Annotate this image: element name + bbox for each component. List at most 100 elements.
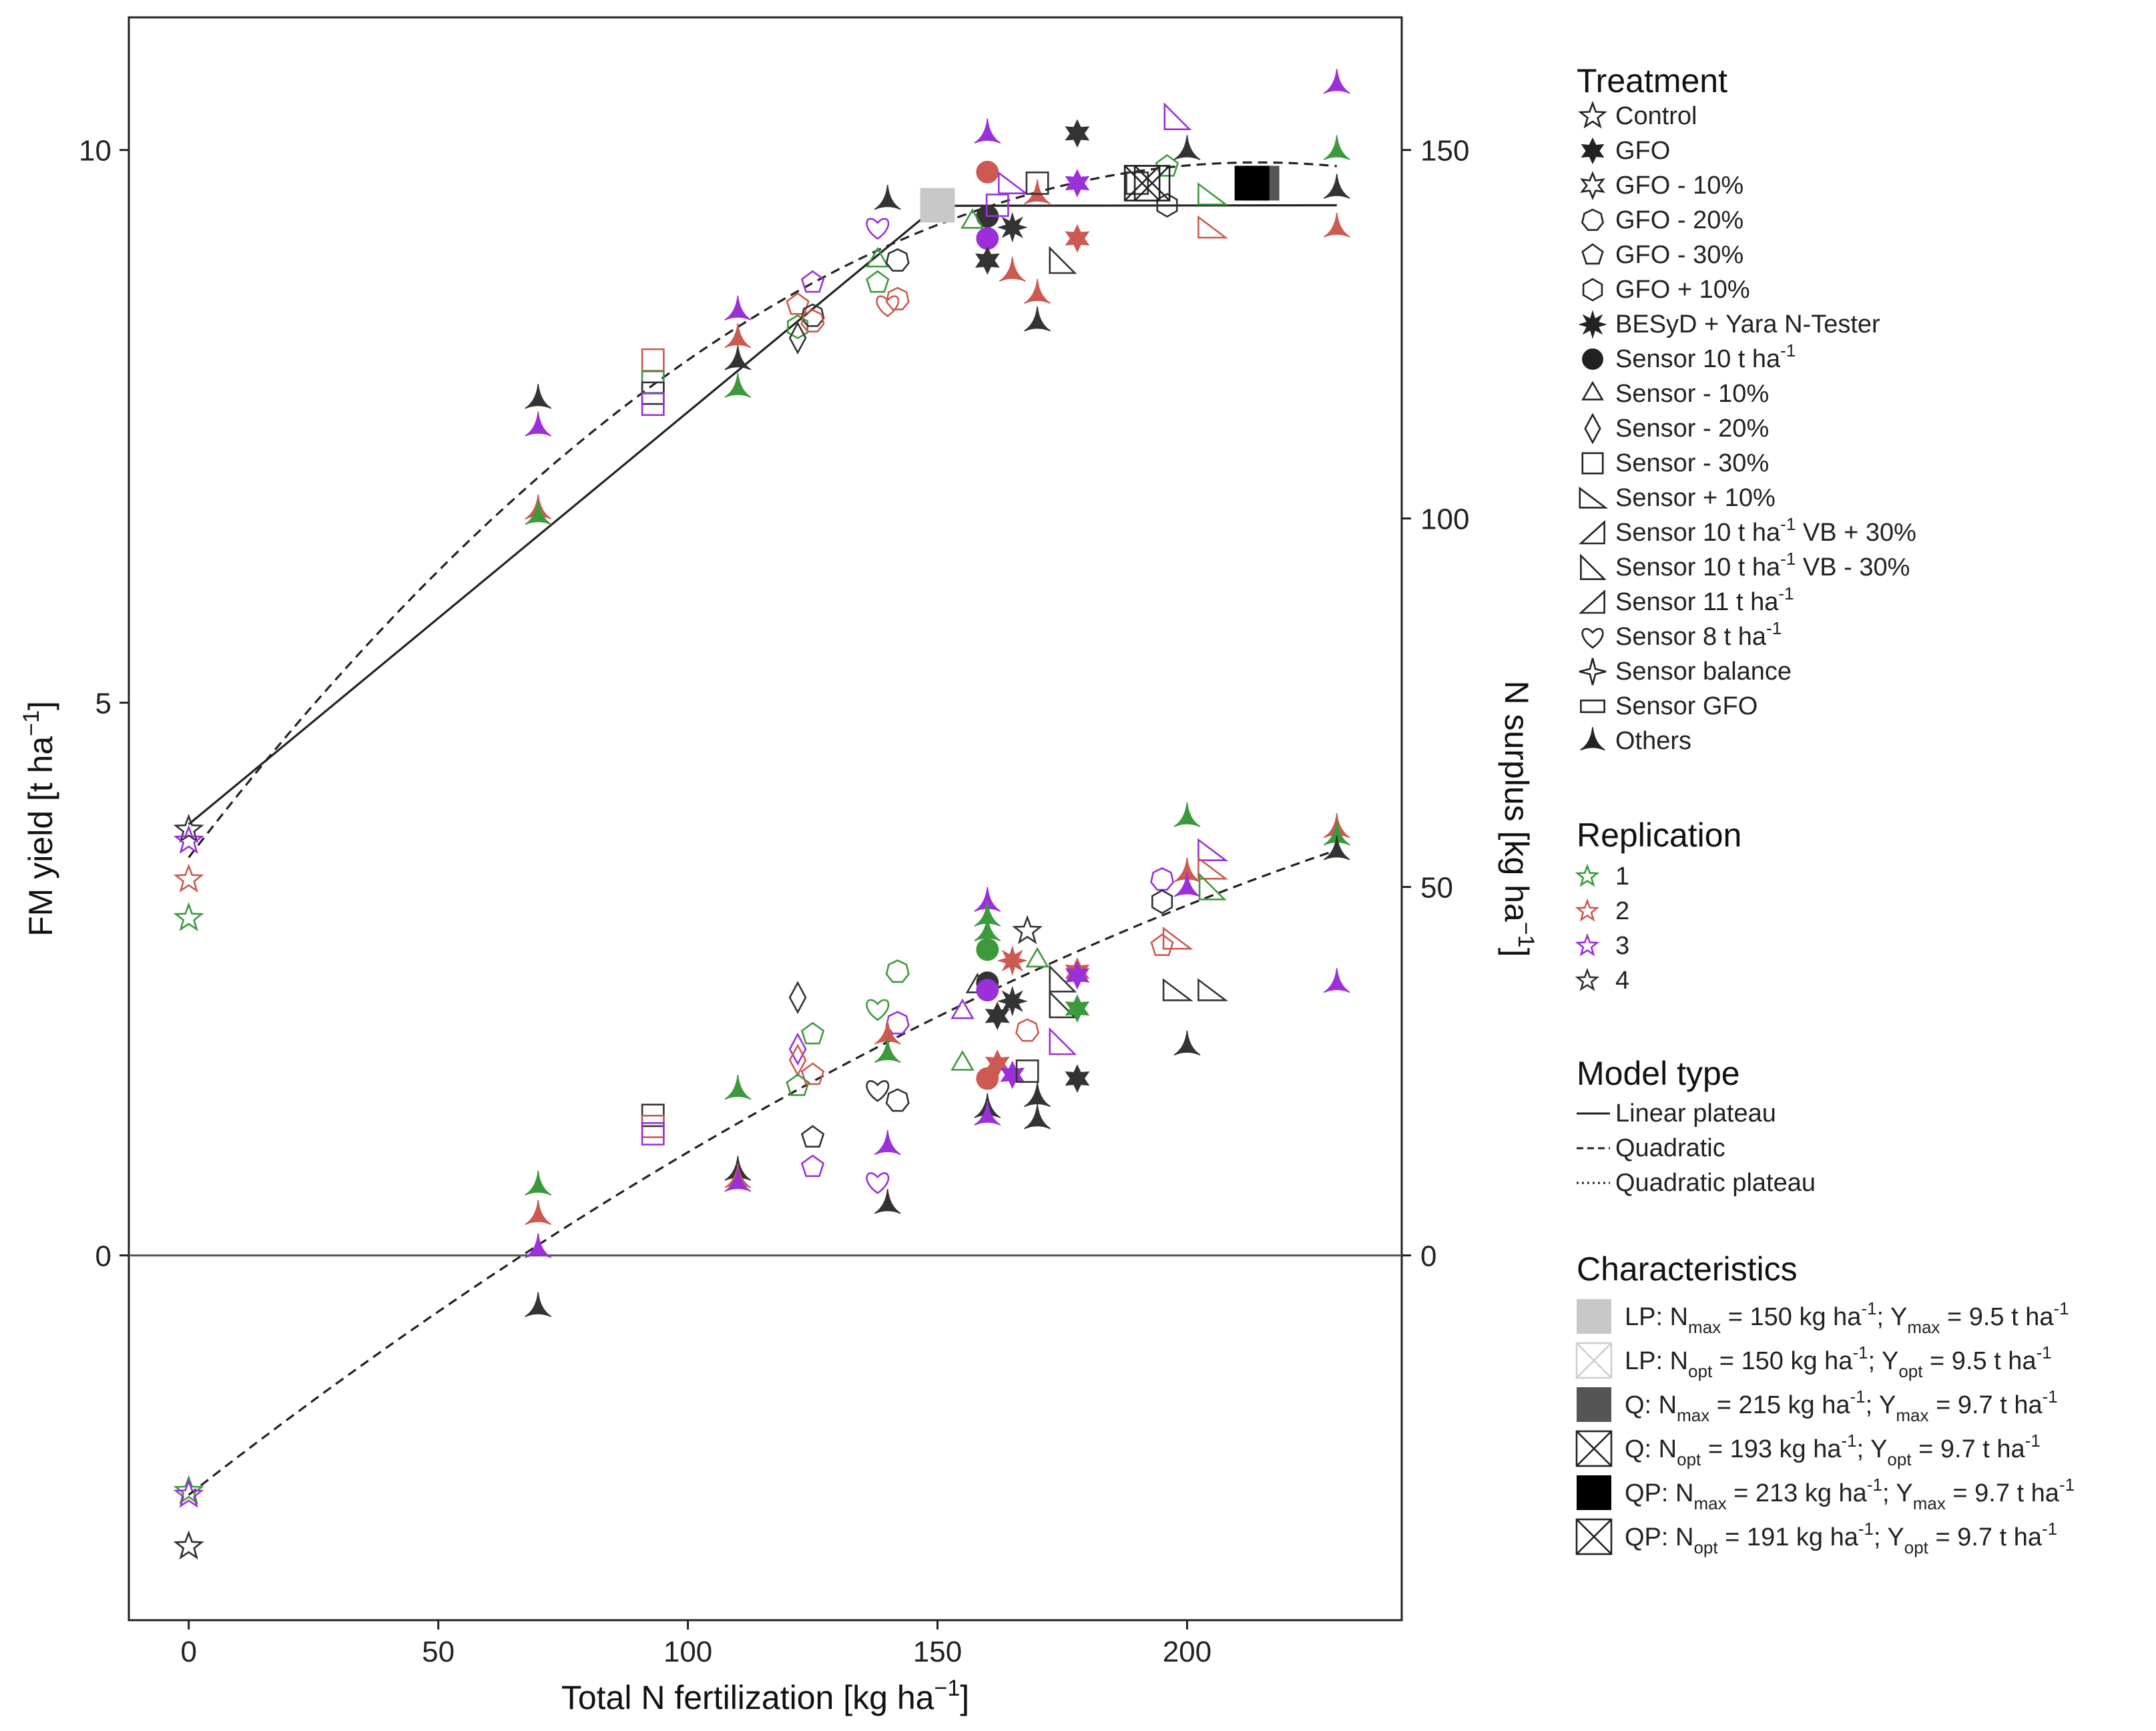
characteristics-legend-text: opt [1898,1361,1923,1381]
yield-point [1156,192,1178,218]
surplus-point [874,1189,901,1214]
surplus-point [1065,961,1090,990]
yield-point [173,863,204,893]
surplus-point [788,1032,807,1066]
treatment-legend-text: GFO [1615,137,1670,165]
yield-point [724,323,752,348]
characteristics-legend-symbol [1577,1475,1611,1510]
yield-point [997,171,1029,194]
x-axis-title: Total N fertilization [kg ha−1] [561,1676,969,1716]
surplus-point [1065,1064,1090,1093]
yield-point [976,227,999,250]
treatment-legend-label: Sensor balance [1615,658,1792,686]
yield-point [1024,306,1051,332]
characteristics-legend-text: QP: N [1625,1523,1693,1551]
treatment-legend-text: Sensor - 10% [1615,380,1769,408]
x-tick-label: 150 [913,1636,962,1668]
surplus-point [800,1154,825,1178]
treatment-legend-symbol [1580,171,1605,200]
x-axis-title-part: ] [960,1679,969,1716]
characteristics-legend-text: -1 [1842,1431,1857,1451]
yield-point [1173,135,1201,160]
treatment-legend-symbol [1579,520,1605,545]
treatment-legend-text: Others [1615,727,1691,755]
characteristics-legend-text: ; Y [1868,1347,1899,1375]
treatment-legend-symbol [1581,243,1604,265]
treatment-legend-label: GFO - 20% [1615,206,1743,234]
yield-point [724,373,752,398]
yield-point [641,348,665,372]
yield-point [975,246,1000,275]
surplus-point [724,1075,752,1100]
treatment-legend-suffix: VB - 30% [1796,553,1910,581]
y-left-axis-title-part: −1 [19,710,44,736]
characteristics-legend-text: = 9.7 t ha [1946,1479,2060,1507]
treatment-legend-sup: -1 [1766,618,1782,638]
treatment-legend-text: GFO + 10% [1615,276,1750,304]
treatment-legend-suffix: VB + 30% [1796,519,1916,547]
surplus-point [1024,1082,1051,1107]
y-right-axis-title-part: kg ha [1498,840,1535,922]
characteristics-legend-text: Q: N [1625,1391,1677,1419]
yield-point [724,295,752,320]
treatment-legend-symbol [1580,727,1605,751]
treatment-legend-text: Sensor - 20% [1615,415,1769,443]
y-right-axis-title-part: ] [1498,948,1535,957]
surplus-point [1065,994,1090,1023]
yield-point [1024,278,1051,304]
characteristics-legend-label: QP: Nopt = 191 kg ha-1; Yopt = 9.7 t ha-… [1625,1519,2057,1557]
yield-point [1065,169,1090,198]
characteristics-legend-text: = 150 kg ha [1712,1347,1853,1375]
surplus-point [1323,835,1350,860]
yield-point [999,256,1026,282]
treatment-legend-label: Sensor - 10% [1615,380,1769,408]
characteristics-legend-text: opt [1688,1361,1713,1381]
yield-point [1065,224,1090,253]
treatment-legend-sup: -1 [1780,340,1796,360]
yield-point [866,270,890,293]
y-right-tick-label: 150 [1420,135,1469,168]
yield-point [1163,102,1192,131]
characteristics-legend-text: -1 [1850,1387,1865,1407]
treatment-legend-text: Sensor 8 t ha [1615,623,1767,651]
treatment-legend-text: Sensor - 30% [1615,449,1769,477]
treatment-legend-label: GFO - 30% [1615,241,1743,269]
characteristics-legend-text: -1 [2025,1431,2041,1451]
x-axis-title-part: Total N fertilization [561,1679,834,1716]
yield-point [985,194,1009,217]
yield-point [1065,119,1090,148]
yield-point [866,246,890,268]
treatment-legend-label: Sensor 10 t ha-1 VB - 30% [1615,549,1910,581]
surplus-point [985,1001,1010,1031]
characteristics-legend-text: -1 [1861,1298,1876,1318]
surplus-point [724,1166,752,1192]
characteristics-legend-text: ; Y [1874,1523,1904,1551]
characteristics-legend-symbol-box [1575,1430,1613,1467]
model-type-legend-label: Quadratic plateau [1615,1169,1816,1197]
surplus-point [874,1037,901,1063]
surplus-point [997,985,1028,1017]
yield-point [787,314,809,340]
characteristics-legend-text: ; Y [1882,1479,1913,1507]
characteristics-legend-symbol [1575,1430,1613,1467]
treatment-legend-symbol [1579,589,1605,614]
y-right-tick-label: 100 [1420,503,1469,536]
yield-point [1024,179,1051,205]
replication-legend-symbol [1575,898,1600,922]
yield-point [525,384,552,409]
treatment-legend-label: Others [1615,727,1691,755]
y-left-axis-title-part: ] [22,701,59,710]
treatment-legend-label: Sensor 10 t ha-1 [1615,340,1796,373]
y-right-tick-label: 0 [1420,1240,1436,1273]
characteristics-legend-symbol-box [1577,1299,1611,1334]
treatment-legend-title: Treatment [1577,62,1727,99]
characteristics-legend-symbol [1577,1387,1611,1422]
treatment-legend-text: Sensor 10 t ha [1615,345,1781,373]
surplus-point [1197,856,1229,880]
characteristics-legend-label: Q: Nopt = 193 kg ha-1; Yopt = 9.7 t ha-1 [1625,1431,2041,1469]
surplus-point [1150,933,1174,956]
treatment-legend-symbol [1581,381,1604,401]
surplus-point [1173,802,1201,827]
yield-point [866,218,890,240]
